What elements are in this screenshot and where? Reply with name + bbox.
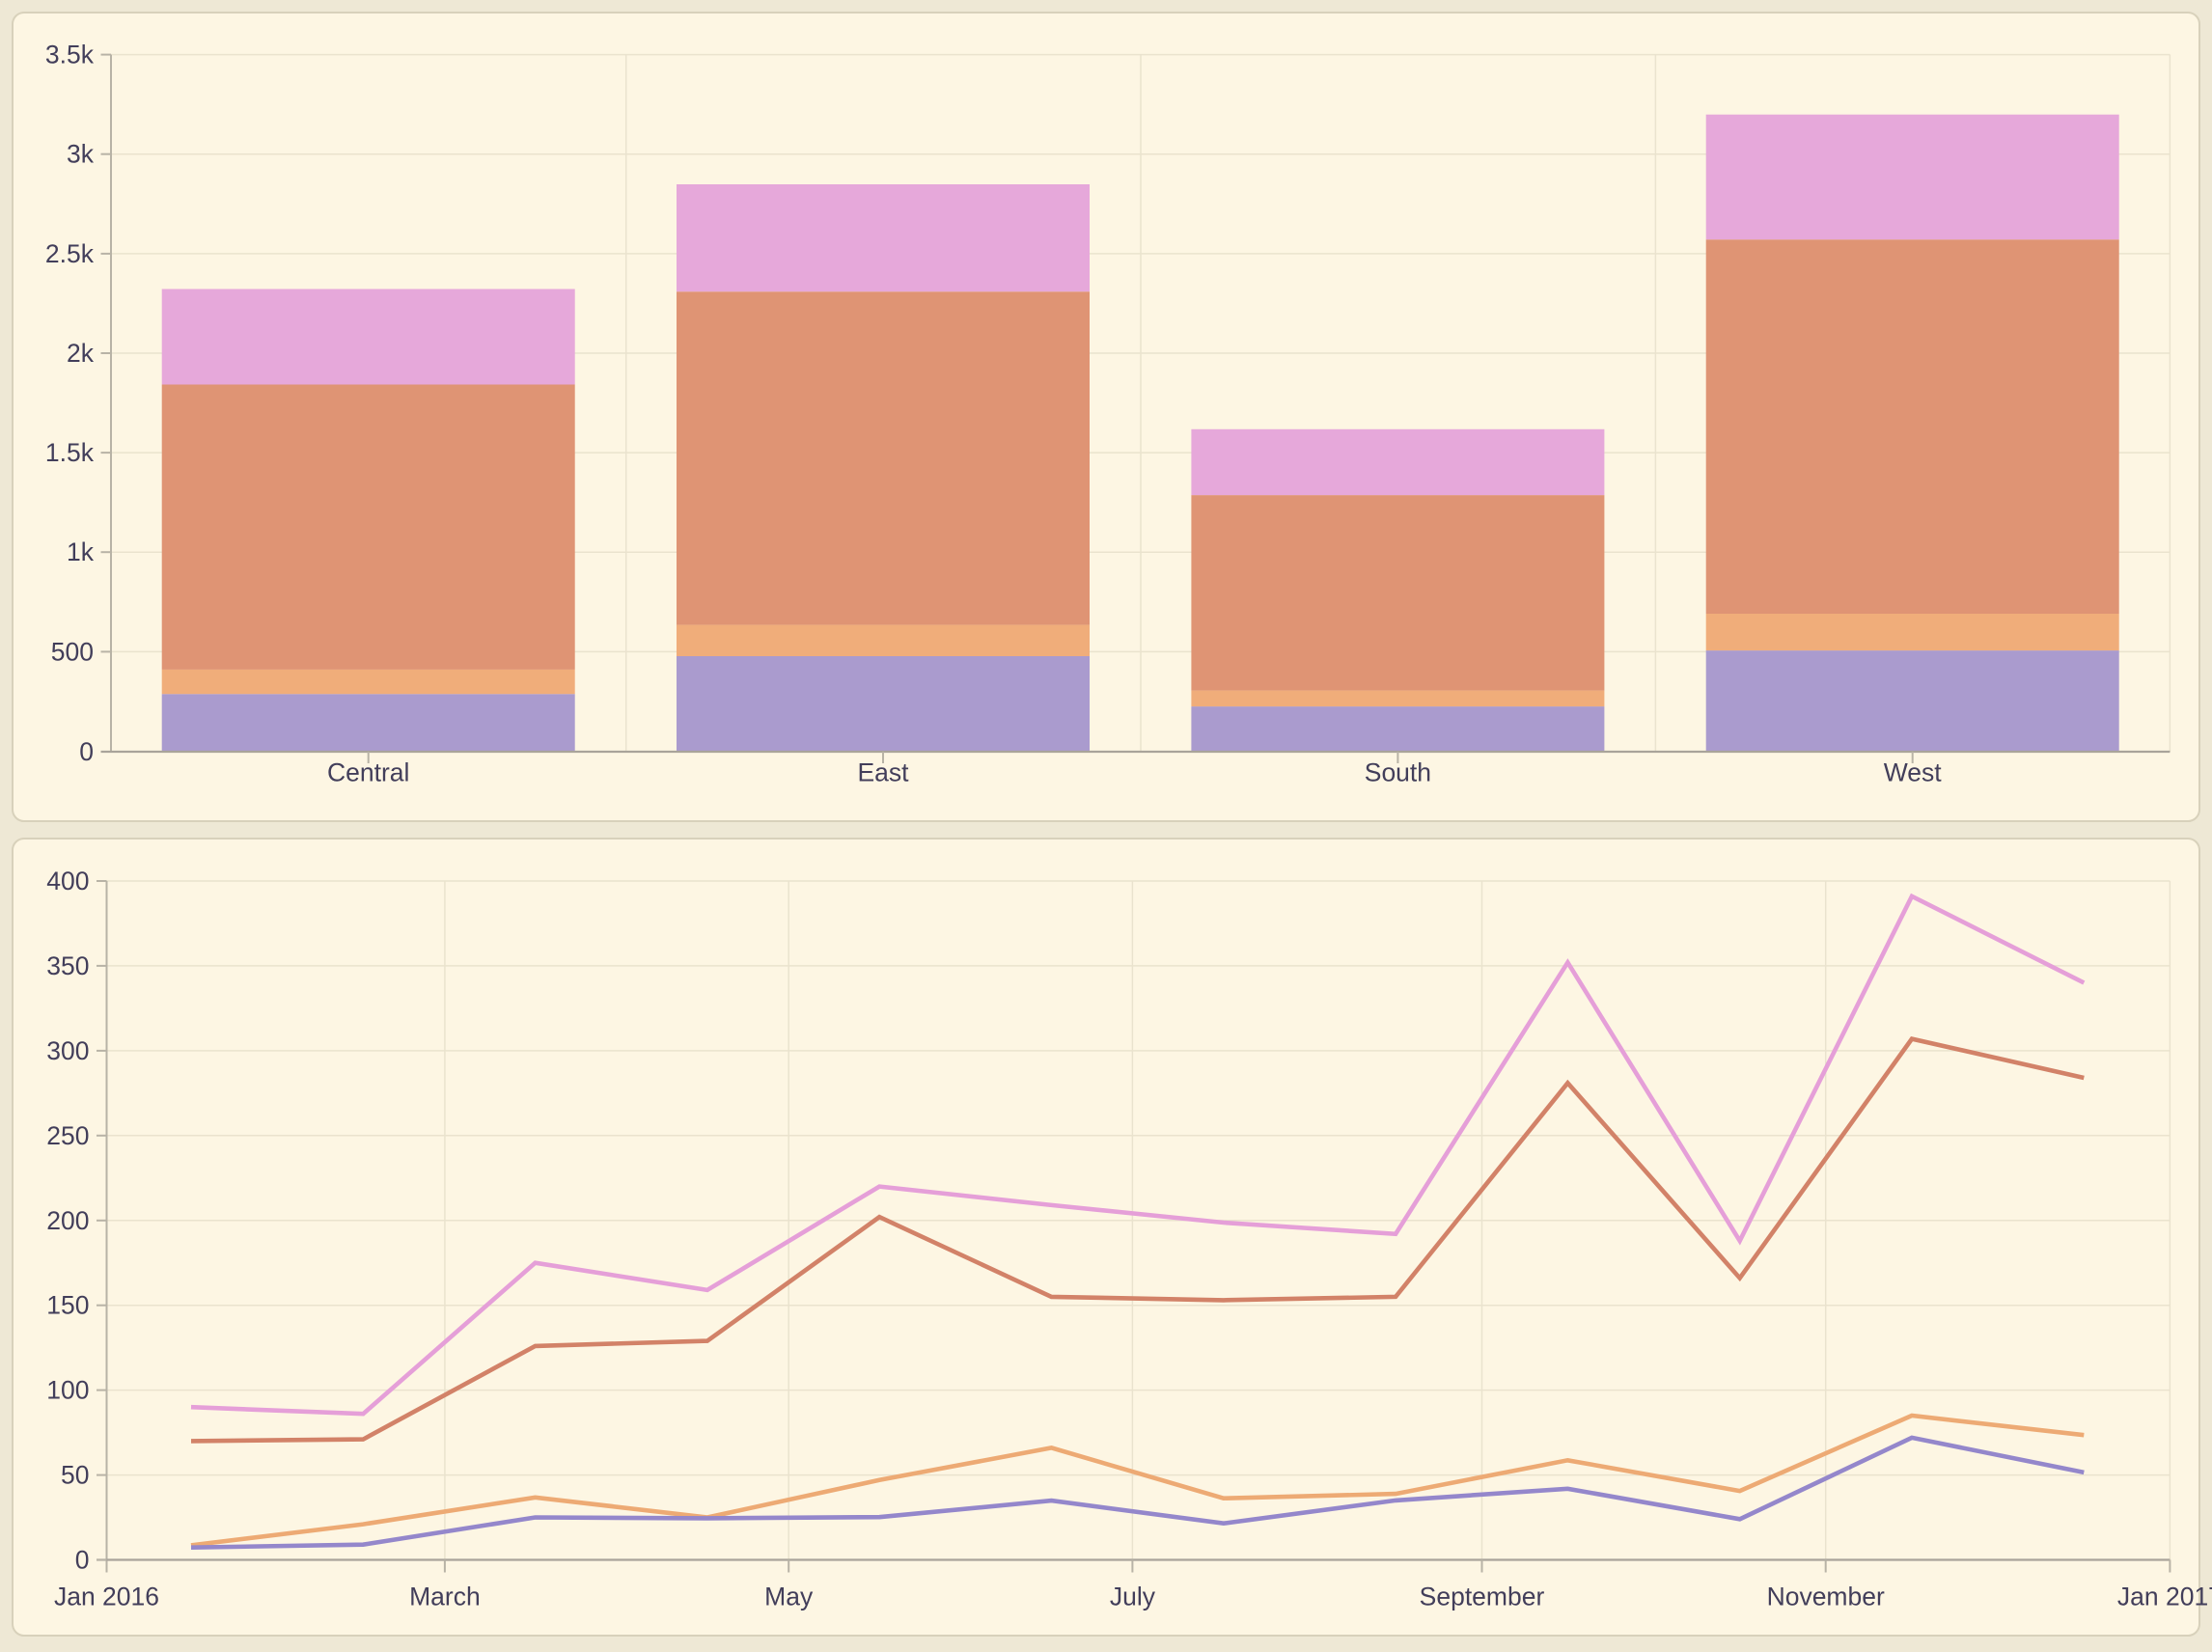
- svg-text:150: 150: [46, 1291, 89, 1320]
- svg-text:East: East: [857, 758, 909, 787]
- svg-text:1.5k: 1.5k: [45, 438, 95, 467]
- svg-text:1k: 1k: [67, 537, 95, 566]
- svg-text:March: March: [409, 1583, 481, 1611]
- svg-text:2.5k: 2.5k: [45, 239, 95, 268]
- svg-text:2k: 2k: [67, 339, 95, 368]
- svg-text:350: 350: [46, 951, 89, 980]
- svg-text:November: November: [1767, 1583, 1885, 1611]
- svg-text:West: West: [1884, 758, 1943, 787]
- svg-text:500: 500: [51, 637, 94, 666]
- svg-text:100: 100: [46, 1376, 89, 1405]
- svg-text:250: 250: [46, 1121, 89, 1150]
- svg-text:0: 0: [75, 1546, 90, 1575]
- svg-text:3.5k: 3.5k: [45, 41, 95, 69]
- svg-text:200: 200: [46, 1206, 89, 1235]
- svg-text:May: May: [764, 1583, 814, 1611]
- svg-text:400: 400: [46, 867, 89, 895]
- svg-text:Jan 2017: Jan 2017: [2117, 1583, 2212, 1611]
- svg-text:300: 300: [46, 1036, 89, 1065]
- svg-text:0: 0: [79, 737, 94, 766]
- svg-text:Central: Central: [327, 758, 409, 787]
- svg-text:50: 50: [61, 1461, 89, 1490]
- svg-text:3k: 3k: [67, 140, 95, 169]
- svg-text:July: July: [1110, 1583, 1156, 1611]
- svg-text:South: South: [1365, 758, 1431, 787]
- svg-text:Jan 2016: Jan 2016: [54, 1583, 159, 1611]
- svg-text:September: September: [1420, 1583, 1545, 1611]
